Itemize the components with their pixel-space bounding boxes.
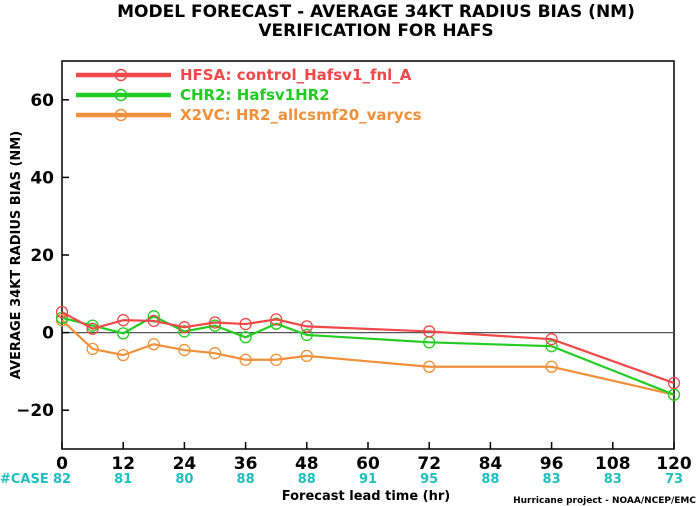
chart-title: MODEL FORECAST - AVERAGE 34KT RADIUS BIA…: [117, 2, 635, 22]
data-point: [55, 305, 69, 319]
case-count: 91: [359, 472, 377, 487]
case-count: 88: [481, 472, 499, 487]
data-point: [178, 325, 191, 338]
y-tick-label: 60: [30, 91, 54, 111]
x-tick-label: 12: [111, 454, 135, 474]
data-point: [178, 321, 191, 334]
legend-label: CHR2: Hafsv1HR2: [180, 86, 330, 104]
data-point: [545, 340, 558, 353]
x-tick-label: 60: [356, 454, 380, 474]
y-tick-label: −20: [16, 401, 54, 421]
series-line: [61, 311, 675, 385]
data-point: [270, 353, 283, 366]
chart-subtitle: VERIFICATION FOR HAFS: [258, 21, 493, 41]
x-tick-label: 48: [295, 454, 319, 474]
legend-label: X2VC: HR2_allcsmf20_varycs: [180, 106, 422, 124]
legend-marker: [114, 88, 128, 102]
x-tick-label: 24: [173, 454, 197, 474]
data-point: [270, 317, 283, 330]
data-point: [545, 333, 558, 346]
data-point: [300, 320, 313, 333]
y-tick-label: 40: [30, 168, 54, 188]
y-tick-label: 0: [42, 324, 54, 344]
x-tick-label: 120: [656, 454, 692, 474]
case-count: 83: [543, 472, 561, 487]
x-tick-label: 108: [595, 454, 631, 474]
case-header: #CASE: [0, 472, 49, 487]
x-tick-label: 0: [56, 454, 68, 474]
data-point: [147, 314, 160, 328]
data-point: [208, 347, 222, 360]
data-point: [239, 331, 252, 344]
case-count: 95: [420, 472, 438, 487]
x-tick-label: 36: [234, 454, 258, 474]
legend-marker: [114, 108, 128, 122]
data-point: [270, 313, 283, 326]
data-point: [178, 343, 191, 357]
data-point: [423, 360, 436, 373]
case-count: 81: [114, 472, 132, 487]
case-count: 82: [53, 472, 71, 487]
data-point: [545, 360, 558, 373]
data-point: [239, 317, 252, 331]
data-point: [239, 353, 252, 366]
data-point: [208, 316, 222, 329]
data-point: [117, 327, 130, 340]
data-point: [147, 338, 160, 351]
case-count: 73: [665, 472, 683, 487]
case-count: 88: [237, 472, 255, 487]
data-point: [300, 328, 313, 342]
x-axis-label: Forecast lead time (hr): [282, 489, 450, 504]
case-count: 88: [298, 472, 316, 487]
data-point: [667, 376, 681, 390]
credit-text: Hurricane project - NOAA/NCEP/EMC: [513, 496, 696, 506]
data-point: [117, 314, 130, 327]
x-tick-label: 96: [540, 454, 564, 474]
x-tick-label: 72: [417, 454, 441, 474]
legend-label: HFSA: control_Hafsv1_fnl_A: [180, 66, 412, 84]
data-point: [86, 322, 99, 335]
y-axis-label: AVERAGE 34KT RADIUS BIAS (NM): [9, 131, 24, 379]
legend-marker: [114, 68, 128, 82]
case-count: 83: [604, 472, 622, 487]
y-tick-label: 20: [30, 246, 54, 266]
data-point: [423, 325, 436, 338]
x-tick-label: 84: [479, 454, 503, 474]
case-count: 80: [175, 472, 193, 487]
data-point: [300, 349, 313, 363]
data-point: [208, 319, 222, 332]
data-point: [86, 342, 99, 356]
data-point: [117, 348, 130, 362]
